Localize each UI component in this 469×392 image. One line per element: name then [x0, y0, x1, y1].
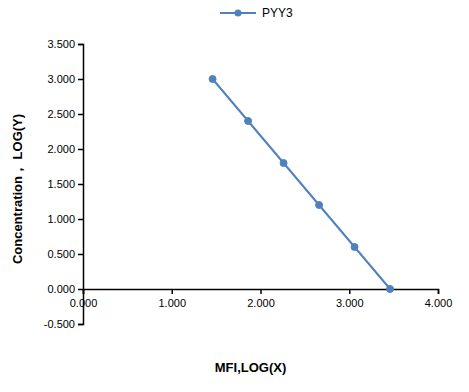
- y-tick-mark: [78, 254, 83, 256]
- x-axis: 0.0001.0002.0003.0004.000: [70, 289, 453, 309]
- x-tick-label: 4.000: [425, 297, 453, 309]
- series-marker: [316, 202, 323, 209]
- x-tick-mark: [260, 289, 262, 294]
- y-tick: 1.000: [47, 213, 83, 225]
- x-tick-label: 2.000: [247, 297, 275, 309]
- legend-label: PYY3: [262, 6, 293, 20]
- chart-container: 0.000 1.000 2.000 3.000 4.000 -0.500 0.000 0.50…: [0, 0, 469, 392]
- y-tick-mark: [78, 324, 83, 326]
- x-tick: 4.000: [425, 289, 453, 309]
- y-tick: 1.500: [47, 178, 83, 190]
- y-tick-mark: [78, 289, 83, 291]
- series-marker: [387, 286, 394, 293]
- y-tick-label: 1.000: [47, 213, 75, 225]
- y-tick: 2.500: [47, 108, 83, 120]
- series-line: [213, 79, 391, 289]
- y-axis: -0.500 0.000 0.500 1.000 1.500 2.000 2.500 3.00…: [44, 38, 84, 330]
- y-tick-label: 2.000: [47, 143, 75, 155]
- series-marker: [209, 76, 216, 83]
- y-tick-label: -0.500: [44, 318, 75, 330]
- x-tick-label: 3.000: [336, 297, 364, 309]
- x-tick-mark: [438, 289, 440, 294]
- x-axis-line: [84, 290, 439, 295]
- y-tick-label: 1.500: [47, 178, 75, 190]
- series-marker: [351, 244, 358, 251]
- y-tick-label: 2.500: [47, 108, 75, 120]
- x-tick-mark: [349, 289, 351, 294]
- chart-svg: 0.000 1.000 2.000 3.000 4.000 -0.500 0.000 0.50…: [0, 0, 469, 392]
- y-tick-label: 3.500: [47, 38, 75, 50]
- series-marker: [280, 160, 287, 167]
- legend-marker: [235, 10, 242, 17]
- y-axis-title: Concentration， LOG(Y): [10, 114, 25, 264]
- y-tick-mark: [78, 219, 83, 221]
- x-tick: 1.000: [158, 289, 186, 309]
- y-tick: 3.000: [47, 73, 83, 85]
- y-tick-mark: [78, 44, 83, 46]
- y-tick-label: 3.000: [47, 73, 75, 85]
- y-tick: -0.500: [44, 318, 83, 330]
- y-tick: 0.500: [47, 248, 83, 260]
- y-tick: 2.000: [47, 143, 83, 155]
- y-tick: 3.500: [47, 38, 83, 50]
- x-axis-title: MFI,LOG(X): [215, 360, 287, 375]
- x-tick: 3.000: [336, 289, 364, 309]
- y-tick-mark: [78, 149, 83, 151]
- y-axis-line: [78, 45, 84, 325]
- x-tick-mark: [172, 289, 174, 294]
- y-tick-mark: [78, 79, 83, 81]
- x-tick: 2.000: [247, 289, 275, 309]
- y-tick-label: 0.500: [47, 248, 75, 260]
- plot-area: [209, 76, 394, 293]
- legend: PYY3: [220, 6, 293, 20]
- x-tick-label: 1.000: [158, 297, 186, 309]
- y-tick-mark: [78, 114, 83, 116]
- series-marker: [245, 118, 252, 125]
- y-tick-mark: [78, 184, 83, 186]
- y-tick: 0.000: [47, 283, 83, 295]
- y-tick-label: 0.000: [47, 283, 75, 295]
